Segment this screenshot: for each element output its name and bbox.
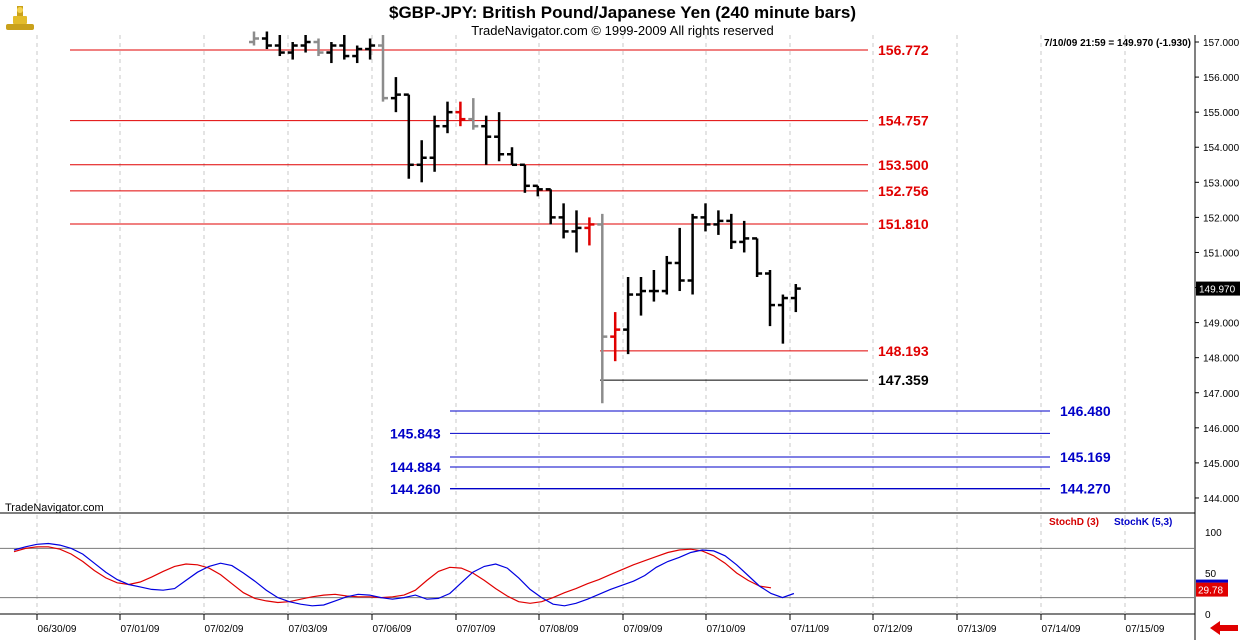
price-readout: 7/10/09 21:59 = 149.970 (-1.930) — [1043, 38, 1191, 49]
support-label: 144.270 — [1060, 481, 1111, 497]
stoch-current-box-k — [1196, 579, 1228, 583]
x-tick-label: 07/01/09 — [121, 624, 160, 635]
x-tick-label: 07/11/09 — [791, 624, 830, 635]
stoch-y-tick-label: 0 — [1205, 610, 1211, 621]
stoch-series-line — [13, 542, 795, 607]
legend-stoch-d: StochD (3) — [1049, 517, 1099, 528]
resistance-label: 156.772 — [878, 42, 929, 58]
y-tick-label: 154.000 — [1203, 143, 1240, 154]
legend-stoch-k: StochK (5,3) — [1114, 517, 1173, 528]
y-tick-label: 155.000 — [1203, 108, 1240, 119]
y-tick-label: 145.000 — [1203, 459, 1240, 470]
x-tick-label: 07/14/09 — [1042, 624, 1081, 635]
y-tick-label: 151.000 — [1203, 248, 1240, 259]
support-label: 145.169 — [1060, 449, 1111, 465]
y-tick-label: 147.000 — [1203, 389, 1240, 400]
y-tick-label: 152.000 — [1203, 213, 1240, 224]
stoch-y-tick-label: 50 — [1205, 569, 1217, 580]
support-label-black: 147.359 — [878, 372, 929, 388]
x-tick-label: 07/03/09 — [289, 624, 328, 635]
x-tick-label: 07/08/09 — [540, 624, 579, 635]
x-tick-label: 07/13/09 — [958, 624, 997, 635]
x-tick-label: 07/07/09 — [457, 624, 496, 635]
stoch-current-box — [1196, 582, 1228, 597]
x-tick-label: 07/12/09 — [874, 624, 913, 635]
resistance-label: 151.810 — [878, 216, 929, 232]
support-label: 144.260 — [390, 481, 441, 497]
x-tick-label: 07/06/09 — [373, 624, 412, 635]
x-tick-label: 07/15/09 — [1126, 624, 1165, 635]
y-tick-label: 148.000 — [1203, 354, 1240, 365]
x-tick-label: 06/30/09 — [38, 624, 77, 635]
resistance-label: 152.756 — [878, 183, 929, 199]
x-tick-label: 07/02/09 — [205, 624, 244, 635]
y-tick-label: 144.000 — [1203, 494, 1240, 505]
stoch-current-label: 29.78 — [1198, 586, 1223, 597]
navigator-logo[interactable] — [4, 4, 36, 34]
stoch-y-tick-label: 100 — [1205, 528, 1222, 539]
support-label: 145.843 — [390, 425, 441, 441]
x-tick-label: 07/10/09 — [707, 624, 746, 635]
back-arrow-icon[interactable] — [1208, 620, 1240, 636]
x-tick-label: 07/09/09 — [624, 624, 663, 635]
y-tick-label: 157.000 — [1203, 38, 1240, 49]
stoch-series-line — [13, 546, 772, 604]
current-price-label: 149.970 — [1199, 285, 1236, 296]
support-label: 144.884 — [390, 459, 441, 475]
y-tick-label: 149.000 — [1203, 319, 1240, 330]
support-label: 146.480 — [1060, 403, 1111, 419]
watermark: TradeNavigator.com — [5, 502, 104, 514]
copyright-subtitle: TradeNavigator.com © 1999-2009 All right… — [471, 23, 774, 38]
current-price-box — [1196, 281, 1240, 296]
y-tick-label: 146.000 — [1203, 424, 1240, 435]
chart-title: $GBP-JPY: British Pound/Japanese Yen (24… — [388, 3, 856, 22]
resistance-label: 154.757 — [878, 113, 929, 129]
y-tick-label: 153.000 — [1203, 178, 1240, 189]
resistance-label: 148.193 — [878, 343, 929, 359]
y-tick-label: 156.000 — [1203, 73, 1240, 84]
resistance-label: 153.500 — [878, 157, 929, 173]
